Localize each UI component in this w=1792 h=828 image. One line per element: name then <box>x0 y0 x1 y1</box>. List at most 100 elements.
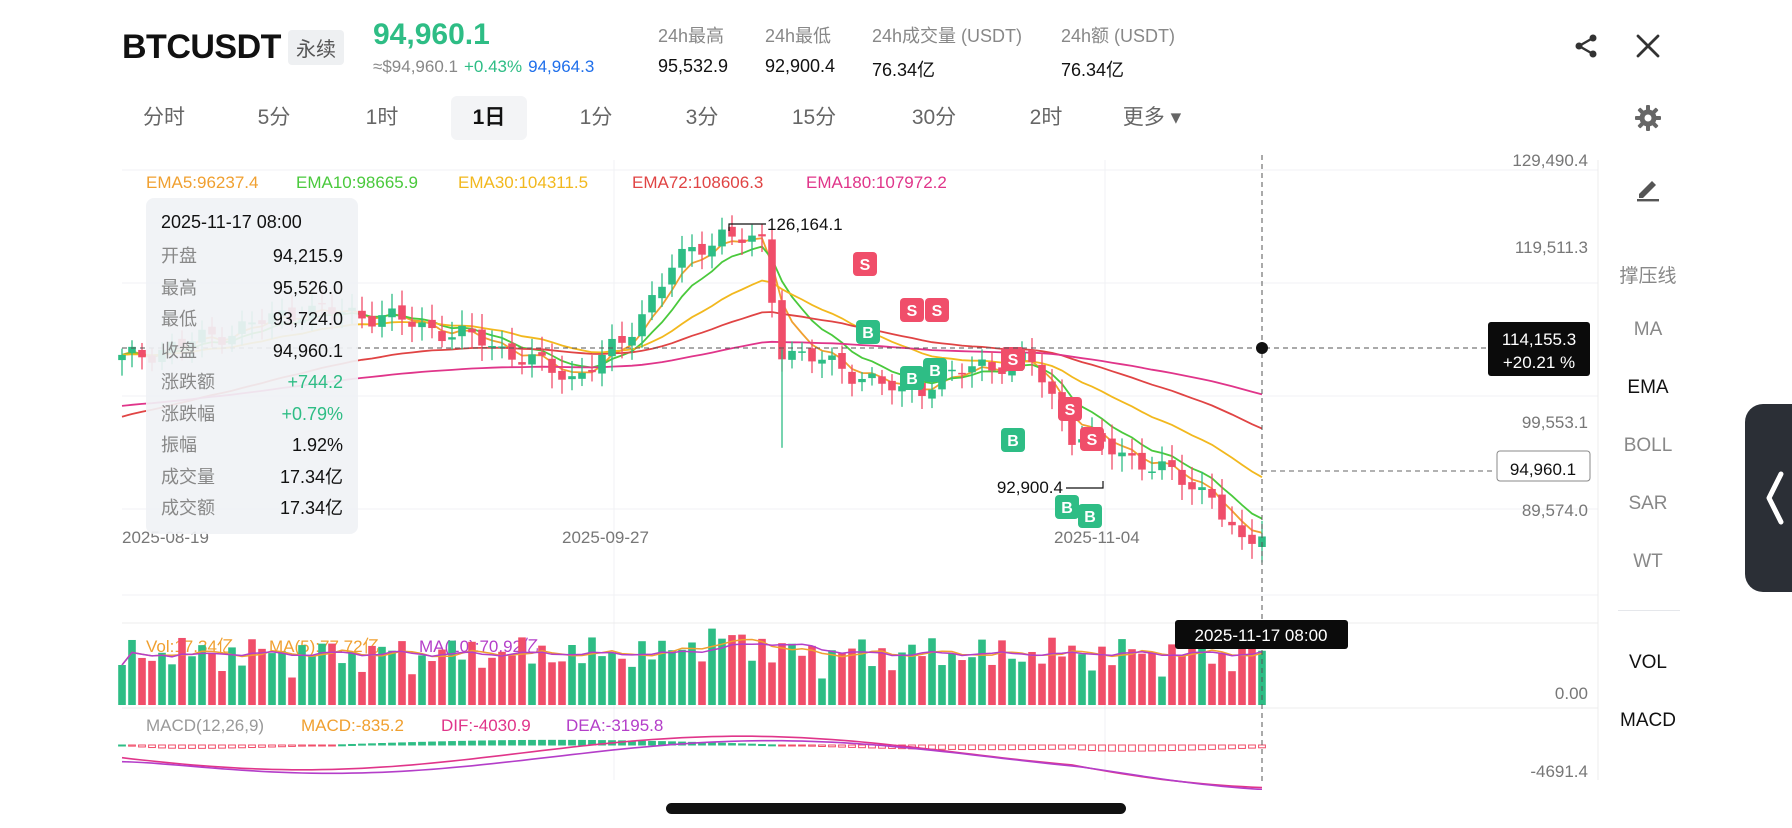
volume-bar <box>298 645 306 705</box>
ema-legend-item: EMA180:107972.2 <box>806 173 947 192</box>
tab-1h[interactable]: 1时 <box>365 106 399 129</box>
share-icon[interactable] <box>1568 28 1604 64</box>
macd-histogram-bar <box>458 740 466 746</box>
tab-more[interactable]: 更多 ▾ <box>1122 106 1182 129</box>
stat-value: 95,532.9 <box>658 56 729 76</box>
volume-bar <box>1228 671 1236 705</box>
ohlc-label: 涨跌额 <box>161 372 215 392</box>
volume-bar <box>878 648 886 705</box>
indicator-ma[interactable]: MA <box>1633 319 1663 340</box>
macd-histogram-bar <box>1088 744 1096 751</box>
chart-canvas[interactable]: EMA5:96237.4 EMA10:98665.9 EMA30:104311.5 E… <box>0 150 1700 791</box>
macd-histogram-bar <box>178 744 186 749</box>
tab-15m[interactable]: 15分 <box>791 106 837 129</box>
candle-body <box>1208 489 1216 498</box>
macd-histogram-bar <box>338 744 346 747</box>
macd-legend-item: DIF:-4030.9 <box>441 716 531 735</box>
volume-bar <box>908 644 916 705</box>
pencil-icon-glyph <box>1637 181 1659 202</box>
tab-3m[interactable]: 3分 <box>685 106 719 129</box>
volume-bar <box>418 655 426 705</box>
buy-marker <box>856 320 880 344</box>
ema-legend-item: EMA72:108606.3 <box>632 173 763 192</box>
candle-body <box>598 354 606 374</box>
macd-histogram-bar <box>1078 744 1086 751</box>
date-axis-label: 2025-11-04 <box>1054 528 1140 547</box>
volume-bar <box>458 659 466 705</box>
candle-body <box>1218 494 1226 520</box>
macd-histogram-bar <box>648 740 656 746</box>
macd-histogram-bar <box>538 739 546 746</box>
tab-fenshi[interactable]: 分时 <box>143 106 185 129</box>
ohlc-value: 94,960.1 <box>272 340 343 361</box>
pencil-icon[interactable] <box>1598 174 1698 214</box>
macd-histogram-bar <box>448 741 456 746</box>
macd-histogram-bar <box>408 742 416 746</box>
volume-bar <box>808 645 816 705</box>
volume-bar <box>1168 644 1176 705</box>
macd-histogram-bar <box>1208 744 1216 750</box>
macd-histogram-bar <box>778 744 786 747</box>
macd-histogram-bar <box>368 743 376 746</box>
macd-histogram-bar <box>1168 744 1176 752</box>
volume-bar <box>268 653 276 705</box>
candle-body <box>368 315 376 327</box>
volume-bar <box>158 652 166 705</box>
tab-1d[interactable]: 1日 <box>451 96 527 140</box>
share-icon-glyph <box>1575 34 1597 58</box>
volume-bar <box>1038 663 1046 705</box>
buy-marker <box>1078 504 1102 528</box>
volume-bars <box>118 628 1266 705</box>
macd-histogram-bar <box>1118 744 1126 752</box>
macd-histogram-bar <box>938 744 946 750</box>
indicator-vol[interactable]: VOL <box>1628 652 1668 673</box>
perpetual-tag: 永续 <box>288 30 344 65</box>
stat-label: 24h成交量 (USDT) <box>872 26 1023 46</box>
ohlc-label: 最高 <box>161 277 197 298</box>
crosshair: 114,155.3 +20.21 % 2025-11-17 08:00 <box>122 155 1590 782</box>
macd-histogram-bar <box>1188 744 1196 751</box>
tab-1m[interactable]: 1分 <box>579 106 613 129</box>
volume-bar <box>288 677 296 705</box>
indicator-support-resistance[interactable]: 撑压线 <box>1619 266 1677 287</box>
macd-histogram-bar <box>1008 744 1016 751</box>
macd-histogram-bar <box>1198 744 1206 751</box>
drawer-handle[interactable] <box>1745 404 1792 592</box>
indicator-macd[interactable]: MACD <box>1620 710 1676 731</box>
candle-body <box>1138 452 1146 470</box>
volume-bar <box>948 653 956 705</box>
candle-body <box>928 389 936 399</box>
tab-30m[interactable]: 30分 <box>911 106 957 129</box>
gear-icon[interactable] <box>1598 98 1698 138</box>
kline-chart[interactable]: EMA5:96237.4 EMA10:98665.9 EMA30:104311.5 E… <box>0 150 1700 791</box>
macd-histogram-bar <box>268 744 276 748</box>
ohlc-row-close: 收盘 94,960.1 <box>161 336 343 368</box>
indicator-sar[interactable]: SAR <box>1628 493 1668 514</box>
symbol-title[interactable]: BTCUSDT <box>122 28 281 66</box>
price-axis-label: 129,490.4 <box>1512 151 1588 170</box>
ohlc-row-volume: 成交量 17.34亿 <box>161 462 343 494</box>
volume-bar <box>1138 653 1146 705</box>
volume-bar <box>328 643 336 705</box>
tab-5m[interactable]: 5分 <box>257 106 291 129</box>
volume-bar <box>1208 663 1216 705</box>
candle-body <box>1258 536 1266 547</box>
macd-histogram-bar <box>388 742 396 746</box>
candle-body <box>428 319 436 329</box>
candle-body <box>958 372 966 375</box>
stat-24h-turnover: 24h额 (USDT) 76.34亿 <box>1061 22 1175 82</box>
close-icon[interactable] <box>1630 28 1666 64</box>
indicator-wt[interactable]: WT <box>1633 551 1663 572</box>
macd-histogram-bar <box>1018 744 1026 751</box>
volume-bar <box>728 635 736 705</box>
indicator-boll[interactable]: BOLL <box>1623 435 1673 456</box>
macd-histogram-bar <box>1028 744 1036 751</box>
indicator-ema[interactable]: EMA <box>1627 377 1669 398</box>
macd-histogram-bar <box>1038 744 1046 750</box>
volume-bar <box>1008 658 1016 705</box>
tab-2h[interactable]: 2时 <box>1029 106 1063 129</box>
sell-marker <box>925 298 949 322</box>
volume-bar <box>118 665 126 705</box>
macd-histogram-bar <box>198 744 206 749</box>
macd-histogram-bar <box>278 744 286 748</box>
